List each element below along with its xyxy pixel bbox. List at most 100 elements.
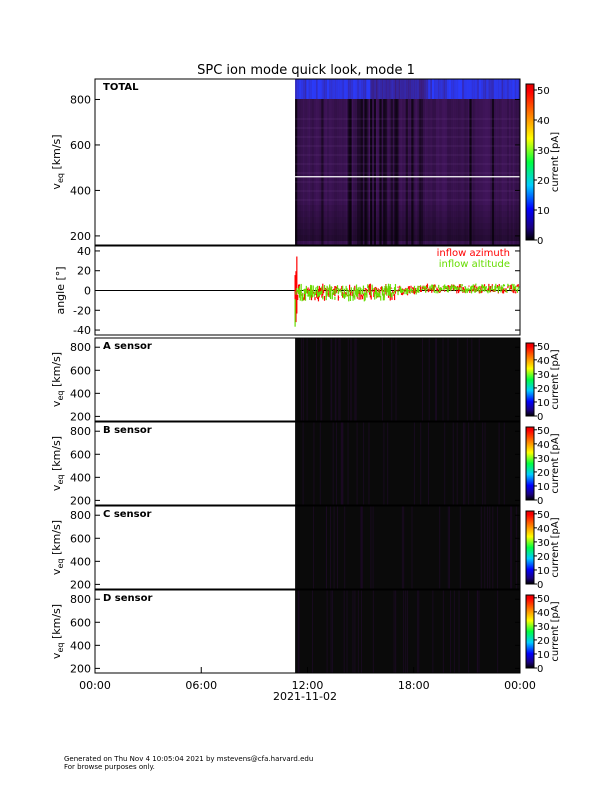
spectrogram-top-band: [415, 79, 418, 99]
spectrogram-top-band: [362, 79, 365, 99]
sensor-column: [484, 506, 486, 589]
sensor-column: [363, 422, 365, 505]
spectrogram-column: [433, 99, 436, 245]
total-y-tick-label: 800: [70, 93, 91, 106]
spectrogram-column: [390, 99, 393, 245]
spectrogram-top-band: [490, 79, 493, 99]
spectrogram-top-band: [471, 79, 474, 99]
colorbar-tick-label: 0: [537, 236, 543, 247]
colorbar-tick-label: 10: [537, 650, 550, 661]
spectrogram-column: [364, 99, 367, 245]
sensor-y-tick-label: 800: [70, 593, 91, 606]
sensor-column: [456, 422, 458, 505]
spectrogram-top-band: [441, 79, 444, 99]
spectrogram-top-band: [445, 79, 448, 99]
sensor-column: [509, 506, 511, 589]
spectrogram-top-band: [381, 79, 384, 99]
colorbar-tick-label: 10: [537, 206, 550, 217]
sensor-panel-3: 200 400 600 800 C sensor veq [km/s] 0 10 20 30 40 5…: [50, 505, 561, 591]
spectrogram-column: [295, 99, 298, 245]
sensor-y-tick-label: 400: [70, 555, 91, 568]
spectrogram-top-band: [484, 79, 487, 99]
colorbar-tick-label: 50: [537, 86, 550, 97]
sensor-column: [355, 338, 357, 421]
spectrogram-row-shade: [295, 217, 520, 223]
colorbar-tick-label: 50: [537, 510, 550, 521]
x-tick-label: 18:00: [398, 679, 430, 692]
spectrogram-top-band: [351, 79, 354, 99]
sensor-column: [492, 506, 494, 589]
sensor-column: [439, 506, 441, 589]
sensor-y-tick-label: 400: [70, 639, 91, 652]
sensor-panel-label: B sensor: [103, 425, 152, 436]
sensor-column: [391, 338, 393, 421]
spectrogram-top-band: [330, 79, 333, 99]
sensor-y-tick-label: 600: [70, 532, 91, 545]
spectrogram-top-band: [321, 79, 324, 99]
spectrogram-top-band: [508, 79, 511, 99]
spectrogram-top-band: [328, 79, 332, 99]
spectrogram-top-band: [396, 79, 399, 99]
sensor-column: [515, 506, 517, 589]
sensor-column: [372, 590, 374, 673]
spectrogram-top-band: [400, 79, 403, 99]
spectrogram-top-band: [503, 79, 506, 99]
sensor-column: [420, 422, 422, 505]
spectrogram-top-band: [446, 79, 450, 99]
spectrogram-top-band: [353, 79, 356, 99]
spectrogram-column: [336, 99, 339, 245]
y-axis-label: veq [km/s]: [50, 352, 65, 407]
sensor-column: [422, 338, 424, 421]
spectrogram-top-band: [336, 79, 339, 99]
total-y-tick-label: 600: [70, 139, 91, 152]
colorbar: [525, 342, 535, 417]
sensor-column: [480, 506, 482, 589]
legend-inflow-altitude: inflow altitude: [439, 259, 510, 270]
sensor-column: [411, 506, 413, 589]
spectrogram-top-band: [478, 79, 481, 99]
spectrogram-column: [310, 99, 313, 245]
sensor-column: [458, 590, 460, 673]
sensor-column: [302, 338, 304, 421]
spectrogram-column: [392, 99, 395, 245]
spectrogram-top-band: [456, 79, 459, 99]
sensor-y-tick-label: 400: [70, 471, 91, 484]
sensor-panel-4: 200 400 600 800 D sensor veq [km/s] 0 10 20 30 40 5…: [50, 589, 561, 675]
angle-y-tick-label: -20: [73, 304, 91, 317]
sensor-column: [341, 422, 343, 505]
spectrogram-column: [405, 99, 408, 245]
spectrogram-top-band: [295, 79, 298, 99]
spectrogram-column: [446, 99, 450, 245]
spectrogram-top-band: [332, 79, 335, 99]
spectrogram-top-band: [518, 79, 521, 99]
spectrogram-column: [388, 99, 391, 245]
spectrogram-top-band: [413, 79, 416, 99]
spectrogram-top-band: [368, 79, 371, 99]
spectrogram-top-band: [437, 79, 440, 99]
sensor-column: [487, 506, 489, 589]
sensor-column: [464, 422, 466, 505]
spectrogram-top-band: [383, 79, 386, 99]
sensor-column: [482, 422, 484, 505]
spectrogram-top-band: [340, 79, 343, 99]
spectrogram-top-band: [323, 79, 326, 99]
sensor-panel-label: D sensor: [103, 593, 152, 604]
angle-y-tick-label: 20: [77, 265, 91, 278]
sensor-data-area: [295, 338, 520, 421]
spectrogram-column: [430, 99, 433, 245]
spectrogram-top-band: [325, 79, 328, 99]
spectrogram-column: [340, 99, 343, 245]
colorbar-tick-label: 40: [537, 440, 550, 451]
spectrogram-top-band: [454, 79, 457, 99]
colorbar-tick-label: 30: [537, 538, 550, 549]
spectrogram-column: [499, 99, 502, 245]
colorbar-tick-label: 40: [537, 608, 550, 619]
sensor-column: [413, 422, 415, 505]
spectrogram-column: [401, 99, 405, 245]
spectrogram-top-band: [411, 79, 414, 99]
spectrogram-top-band: [512, 79, 515, 99]
spectrogram-column: [298, 99, 302, 245]
colorbar-tick-label: 20: [537, 552, 550, 563]
sensor-column: [489, 506, 491, 589]
sensor-y-tick-label: 200: [70, 494, 91, 507]
